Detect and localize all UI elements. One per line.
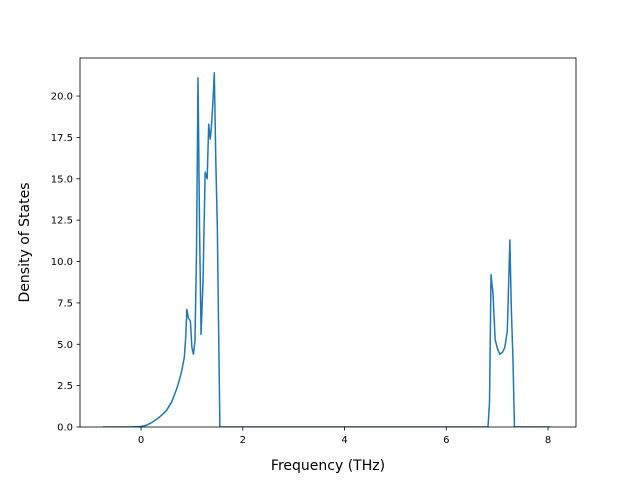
y-tick-label: 0.0 [57,423,73,434]
y-tick-label: 17.5 [51,133,73,144]
x-tick-label: 6 [443,435,449,446]
dos-series-line-0 [102,72,551,427]
y-tick-label: 7.5 [57,298,73,309]
x-tick-label: 8 [545,435,551,446]
plot-area [102,72,551,427]
x-axis-label: Frequency (THz) [271,458,385,474]
y-axis-label: Density of States [17,183,33,303]
y-tick-label: 5.0 [57,340,73,351]
y-tick-label: 20.0 [51,92,73,103]
y-axis-ticks: 0.0 2.5 5.0 7.5 10.0 12.5 15.0 17.5 20.0 [51,92,80,434]
x-tick-label: 4 [341,435,347,446]
x-axis-ticks: 0 2 4 6 8 [138,427,551,446]
y-tick-label: 15.0 [51,174,73,185]
x-tick-label: 0 [138,435,144,446]
x-tick-label: 2 [240,435,246,446]
y-tick-label: 10.0 [51,257,73,268]
y-tick-label: 2.5 [57,381,73,392]
axes-frame [79,57,577,428]
y-tick-label: 12.5 [51,216,73,227]
